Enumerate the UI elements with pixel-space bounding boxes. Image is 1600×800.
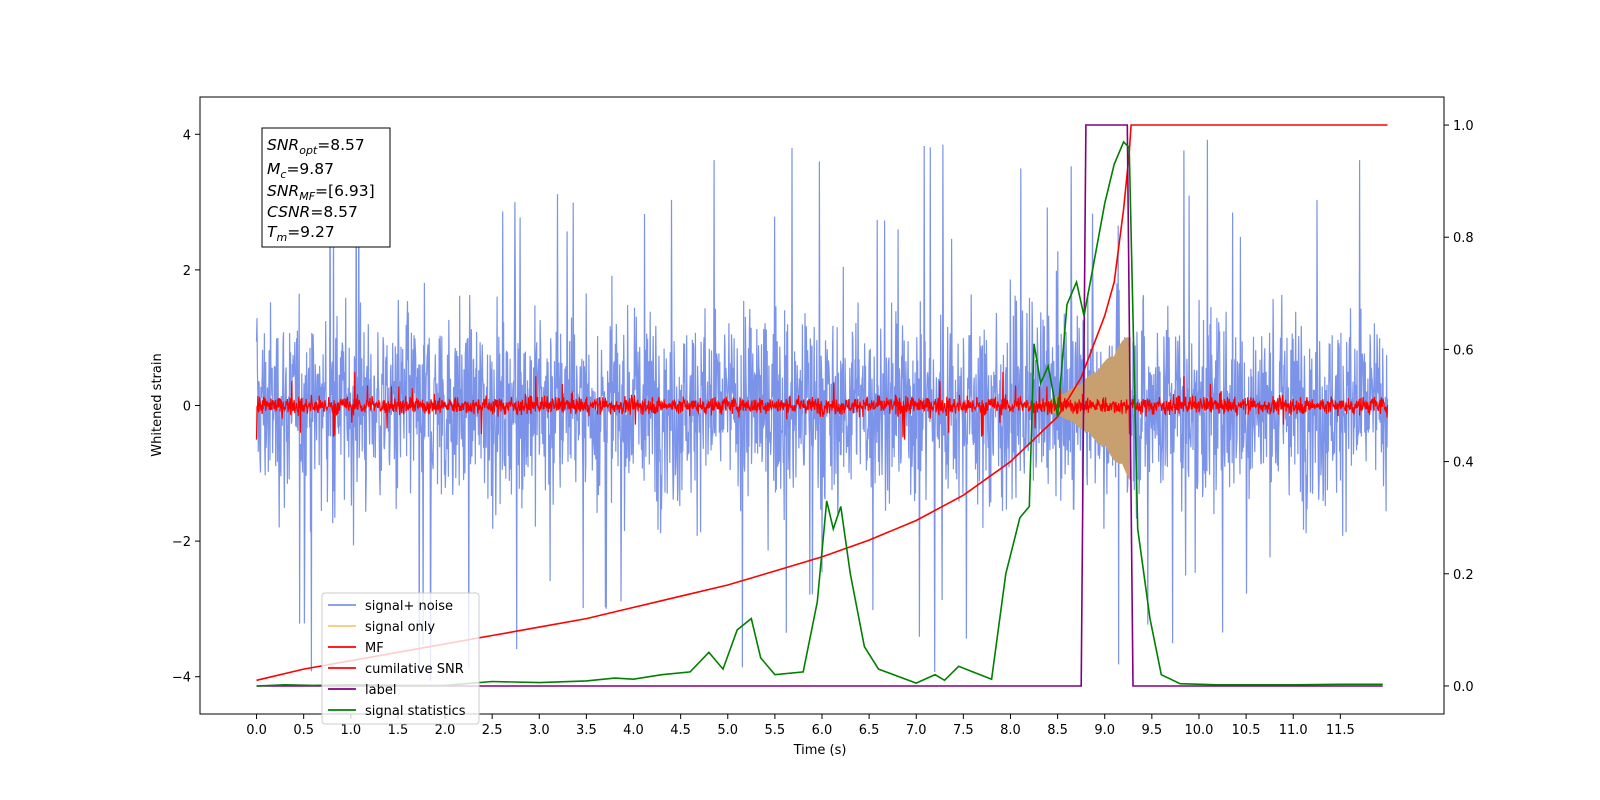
series-line bbox=[255, 371, 1389, 440]
y-left-tick-label: −4 bbox=[172, 671, 191, 686]
x-tick-label: 0.5 bbox=[293, 723, 314, 738]
x-axis: 0.0 0.5 1.0 1.5 2.0 2.5 3.0 3.5 4.0 4.5 5.0 5.5 6.0 6… bbox=[246, 714, 1355, 738]
stats-box: SNRopt=8.57 Mc=9.87 SNRMF=[6.93] CSNR=8.… bbox=[261, 127, 391, 248]
left-y-axis: 4 2 0 −2 −4 bbox=[172, 128, 200, 686]
x-tick-label: 9.5 bbox=[1142, 723, 1163, 738]
y-left-tick-label: 0 bbox=[183, 400, 191, 415]
legend-label-mf: MF bbox=[365, 641, 384, 656]
x-tick-label: 0.0 bbox=[246, 723, 267, 738]
x-tick-label: 9.0 bbox=[1094, 723, 1115, 738]
x-tick-label: 4.0 bbox=[623, 723, 644, 738]
y-right-tick-label: 1.0 bbox=[1453, 119, 1474, 134]
x-tick-label: 7.0 bbox=[906, 723, 927, 738]
x-tick-label: 7.5 bbox=[953, 723, 974, 738]
x-tick-label: 8.5 bbox=[1047, 723, 1068, 738]
stats-snr-opt: SNRopt=8.57 bbox=[267, 136, 365, 157]
x-tick-label: 3.5 bbox=[576, 723, 597, 738]
legend-label-signal-statistics: signal statistics bbox=[365, 704, 466, 719]
x-tick-label: 11.0 bbox=[1279, 723, 1308, 738]
x-tick-label: 10.5 bbox=[1232, 723, 1261, 738]
x-tick-label: 2.0 bbox=[435, 723, 456, 738]
x-tick-label: 1.5 bbox=[388, 723, 409, 738]
stats-tm: Tm=9.27 bbox=[267, 223, 335, 244]
x-axis-label: Time (s) bbox=[793, 743, 847, 758]
y-right-tick-label: 0.8 bbox=[1453, 231, 1474, 246]
x-tick-label: 5.0 bbox=[717, 723, 738, 738]
stats-snr-mf: SNRMF=[6.93] bbox=[267, 182, 375, 203]
x-tick-label: 6.5 bbox=[859, 723, 880, 738]
x-tick-label: 2.5 bbox=[482, 723, 503, 738]
mf-series bbox=[255, 371, 1389, 440]
y-left-tick-label: 2 bbox=[183, 264, 191, 279]
x-tick-label: 11.5 bbox=[1326, 723, 1355, 738]
legend-label-label: label bbox=[365, 683, 396, 698]
stats-mc: Mc=9.87 bbox=[267, 160, 334, 181]
x-tick-label: 4.5 bbox=[670, 723, 691, 738]
y-left-tick-label: 4 bbox=[183, 128, 191, 143]
signal-noise-series bbox=[255, 130, 1389, 682]
y-right-tick-label: 0.0 bbox=[1453, 680, 1474, 695]
label-line bbox=[256, 124, 1383, 687]
x-tick-label: 5.5 bbox=[765, 723, 786, 738]
legend: signal+ noise signal only MF cumilative … bbox=[321, 592, 480, 725]
x-tick-label: 6.0 bbox=[812, 723, 833, 738]
x-tick-label: 1.0 bbox=[340, 723, 361, 738]
x-tick-label: 8.0 bbox=[1000, 723, 1021, 738]
x-tick-label: 3.0 bbox=[529, 723, 550, 738]
signal-statistics-line bbox=[256, 140, 1383, 687]
y-left-tick-label: −2 bbox=[172, 535, 191, 550]
series-line bbox=[255, 130, 1389, 682]
legend-label-signal-only: signal only bbox=[365, 620, 435, 635]
stats-csnr: CSNR=8.57 bbox=[267, 203, 358, 221]
x-tick-label: 10.0 bbox=[1184, 723, 1213, 738]
legend-label-signal-noise: signal+ noise bbox=[365, 599, 453, 614]
legend-label-cumulative-snr: cumilative SNR bbox=[365, 662, 464, 677]
y-right-tick-label: 0.4 bbox=[1453, 456, 1474, 471]
y-axis-label: Whitened strain bbox=[150, 353, 165, 456]
y-right-tick-label: 0.2 bbox=[1453, 568, 1474, 583]
y-right-tick-label: 0.6 bbox=[1453, 343, 1474, 358]
right-y-axis: 1.0 0.8 0.6 0.4 0.2 0.0 bbox=[1444, 119, 1474, 695]
